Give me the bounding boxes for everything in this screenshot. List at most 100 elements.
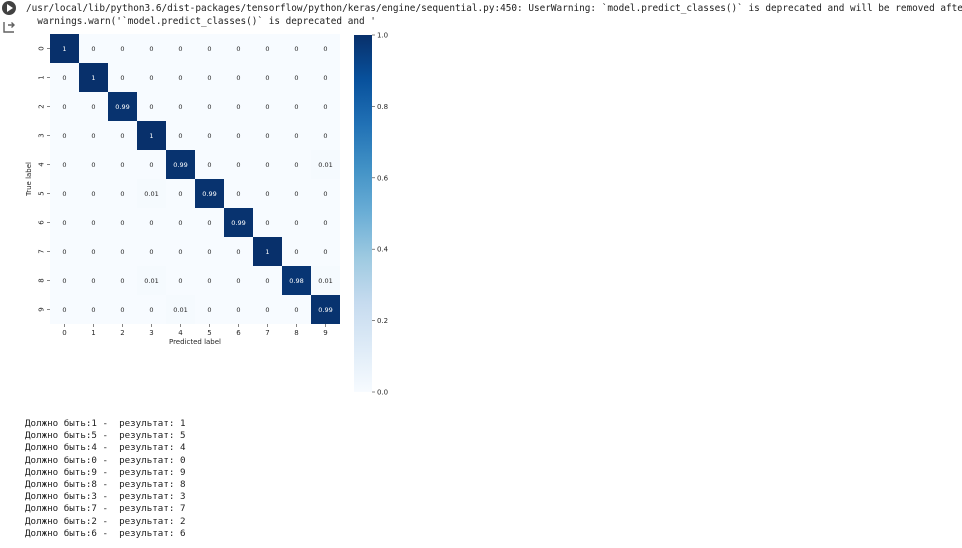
cell-value-label: 0	[120, 248, 124, 256]
heatmap-cell	[195, 266, 224, 295]
result-prefix: результат:	[119, 479, 175, 491]
cell-value-label: 0	[236, 306, 240, 314]
heatmap-cell	[166, 34, 195, 63]
heatmap-cell	[282, 63, 311, 92]
cell-value-label: 0	[178, 219, 182, 227]
cell-value-label: 0	[207, 219, 211, 227]
separator: -	[96, 503, 120, 515]
true-value: 4	[91, 442, 97, 454]
result-prefix: результат:	[119, 466, 175, 478]
x-tick-label: 7	[265, 329, 269, 337]
cell-value-label: 0	[62, 161, 66, 169]
result-prefix: результат:	[119, 430, 175, 442]
result-prefix: результат:	[119, 442, 175, 454]
cell-value-label: 0	[207, 132, 211, 140]
cell-value-label: 1	[265, 248, 269, 256]
colorbar-tick-label: 0.4	[377, 246, 389, 254]
cell-value-label: 0	[178, 74, 182, 82]
heatmap-cell	[253, 121, 282, 150]
heatmap-cell	[195, 63, 224, 92]
heatmap-cell	[166, 237, 195, 266]
heatmap-cell	[195, 179, 224, 208]
separator: -	[96, 418, 120, 429]
cell-value-label: 0	[207, 74, 211, 82]
y-tick-label: 6	[38, 220, 46, 225]
cell-value-label: 0	[207, 45, 211, 53]
result-label: Должно быть:	[25, 418, 92, 429]
separator: -	[96, 515, 120, 527]
heatmap-cell	[224, 208, 253, 237]
cell-value-label: 0.99	[318, 306, 332, 314]
heatmap-cell	[137, 63, 166, 92]
result-label: Должно быть:	[25, 466, 92, 478]
heatmap-cell	[166, 63, 195, 92]
cell-value-label: 0	[120, 161, 124, 169]
cell-value-label: 0	[62, 103, 66, 111]
heatmap-cell	[166, 266, 195, 295]
result-row: Должно быть:6 - результат: 6	[25, 528, 186, 540]
true-value: 5	[91, 430, 97, 442]
warning-line-2: warnings.warn('`model.predict_classes()`…	[26, 16, 376, 27]
heatmap-cell	[253, 266, 282, 295]
cell-value-label: 0	[178, 190, 182, 198]
cell-value-label: 0.99	[173, 161, 187, 169]
cell-value-label: 0	[294, 74, 298, 82]
cell-value-label: 0.99	[202, 190, 216, 198]
cell-value-label: 0	[294, 306, 298, 314]
heatmap-cell	[137, 121, 166, 150]
cell-value-label: 0	[120, 306, 124, 314]
cell-value-label: 0	[91, 219, 95, 227]
x-tick-label: 5	[207, 329, 211, 337]
heatmap-cell	[50, 266, 79, 295]
heatmap-cell	[108, 208, 137, 237]
heatmap-cell	[253, 237, 282, 266]
y-tick-label: 0	[38, 46, 46, 50]
cell-value-label: 0	[62, 277, 66, 285]
heatmap-cell	[282, 208, 311, 237]
result-prefix: результат:	[119, 503, 175, 515]
heatmap-cell	[79, 92, 108, 121]
true-value: 1	[91, 418, 97, 429]
cell-value-label: 0	[236, 277, 240, 285]
cell-value-label: 0	[323, 219, 327, 227]
heatmap-cell	[195, 92, 224, 121]
heatmap-cell	[166, 179, 195, 208]
heatmap-cell	[282, 295, 311, 324]
cell-value-label: 0	[265, 132, 269, 140]
heatmap-cell	[137, 237, 166, 266]
heatmap-cell	[137, 266, 166, 295]
heatmap-cell	[311, 121, 340, 150]
cell-value-label: 0	[120, 219, 124, 227]
predicted-value: 0	[179, 454, 186, 466]
cell-value-label: 0	[62, 219, 66, 227]
cell-value-label: 0	[91, 277, 95, 285]
heatmap-cell	[311, 266, 340, 295]
heatmap-cell	[79, 237, 108, 266]
heatmap-cell	[224, 237, 253, 266]
result-row: Должно быть:4 - результат: 4	[25, 442, 186, 454]
heatmap-cell	[166, 208, 195, 237]
colorbar-tick-label: 0.2	[377, 317, 388, 325]
cell-value-label: 0	[236, 132, 240, 140]
result-row: Должно быть:5 - результат: 5	[25, 430, 186, 442]
heatmap-cell	[137, 92, 166, 121]
cell-value-label: 0	[236, 161, 240, 169]
cell-value-label: 0.01	[318, 277, 332, 285]
cell-value-label: 0	[207, 277, 211, 285]
cell-value-label: 0	[91, 161, 95, 169]
cell-value-label: 0	[149, 306, 153, 314]
true-value: 8	[91, 479, 97, 491]
separator: -	[96, 430, 120, 442]
heatmap-cell	[50, 179, 79, 208]
result-label: Должно быть:	[25, 527, 92, 539]
cell-value-label: 0	[91, 132, 95, 140]
output-arrow-icon[interactable]	[2, 20, 16, 34]
cell-value-label: 0	[178, 103, 182, 111]
heatmap-cell	[166, 150, 195, 179]
cell-value-label: 0.01	[144, 190, 158, 198]
cell-value-label: 0	[207, 248, 211, 256]
run-cell-button[interactable]	[2, 1, 16, 15]
heatmap-cell	[166, 295, 195, 324]
result-label: Должно быть:	[25, 430, 92, 442]
result-row: Должно быть:9 - результат: 9	[25, 467, 186, 479]
